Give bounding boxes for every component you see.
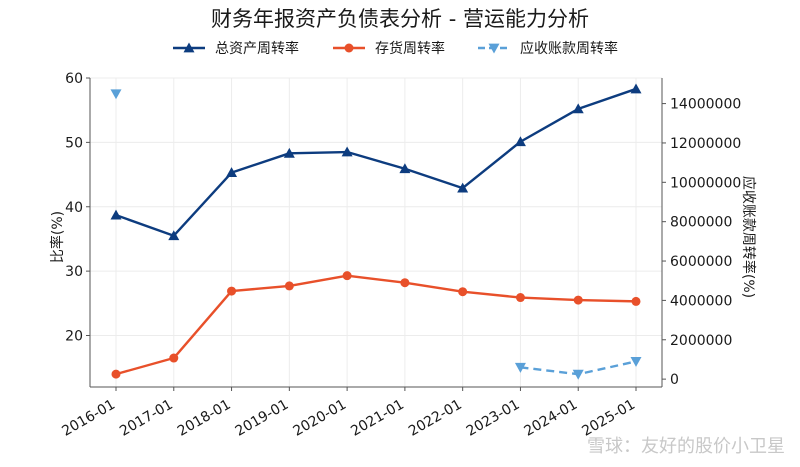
- x-tick-label: 2016-01: [59, 397, 118, 440]
- x-tick-label: 2024-01: [522, 397, 581, 440]
- y2-tick-label: 4000000: [670, 293, 732, 309]
- y2-tick-label: 8000000: [670, 215, 732, 231]
- data-point: [630, 357, 642, 367]
- data-point: [514, 362, 526, 373]
- y2-tick-label: 0: [670, 372, 679, 388]
- legend-label: 存货周转率: [375, 40, 445, 57]
- data-point: [342, 271, 352, 281]
- series-2: [110, 89, 642, 380]
- data-point: [573, 295, 583, 305]
- y-tick-label: 30: [65, 264, 83, 280]
- grid: [90, 77, 662, 387]
- data-point: [110, 89, 122, 100]
- data-point: [457, 182, 469, 193]
- legend-item-0: 总资产周转率: [173, 40, 299, 57]
- data-point: [572, 369, 584, 380]
- data-point: [111, 369, 121, 379]
- legend-marker: [488, 43, 500, 54]
- y-axis-left-label: 比率(%): [49, 211, 66, 263]
- data-point: [169, 353, 179, 363]
- y-axis-right-label: 应收账款周转率(%): [740, 176, 757, 298]
- y2-tick-label: 2000000: [670, 333, 732, 349]
- data-point: [227, 286, 237, 296]
- series-line: [115, 87, 637, 237]
- series-1: [111, 271, 641, 379]
- x-tick-label: 2017-01: [117, 397, 176, 440]
- chart-title: 财务年报资产负债表分析 - 营运能力分析: [211, 7, 589, 31]
- data-point: [168, 230, 180, 241]
- y-tick-label: 50: [65, 135, 83, 151]
- data-point: [399, 163, 411, 174]
- y-tick-label: 60: [65, 71, 83, 87]
- data-point: [283, 147, 295, 158]
- x-tick-label: 2018-01: [175, 397, 234, 440]
- legend-item-2: 应收账款周转率: [478, 40, 618, 57]
- axes: 20 30 40 50 60 0 2000000 4000000 6000000 8000000 1…: [59, 71, 741, 440]
- data-point: [284, 281, 294, 291]
- x-tick-label: 2021-01: [348, 397, 407, 440]
- plot-area: [110, 83, 642, 380]
- data-point: [514, 136, 526, 147]
- x-tick-label: 2019-01: [233, 397, 292, 440]
- y2-tick-label: 14000000: [670, 97, 741, 113]
- y2-tick-label: 6000000: [670, 254, 732, 270]
- legend-marker: [183, 42, 195, 53]
- x-tick-label: 2020-01: [290, 397, 349, 440]
- data-point: [458, 287, 468, 297]
- y-tick-label: 20: [65, 329, 83, 345]
- data-point: [341, 146, 353, 157]
- x-tick-label: 2022-01: [406, 397, 465, 440]
- legend-label: 应收账款周转率: [520, 40, 618, 57]
- y2-tick-label: 10000000: [670, 175, 741, 191]
- data-point: [110, 209, 122, 220]
- series-0: [110, 83, 642, 241]
- data-point: [630, 83, 642, 94]
- data-point: [515, 293, 525, 303]
- data-point: [400, 278, 410, 288]
- data-point: [631, 296, 641, 306]
- watermark: 雪球：友好的股价小卫星: [587, 436, 785, 457]
- legend-marker: [344, 43, 354, 53]
- legend-item-1: 存货周转率: [333, 40, 445, 57]
- y2-tick-label: 12000000: [670, 136, 741, 152]
- y-tick-label: 40: [65, 200, 83, 216]
- legend: 总资产周转率 存货周转率 应收账款周转率: [173, 40, 618, 57]
- data-point: [226, 167, 238, 178]
- series-line: [115, 274, 637, 376]
- legend-label: 总资产周转率: [215, 40, 299, 57]
- data-point: [572, 103, 584, 114]
- x-tick-label: 2023-01: [464, 397, 523, 440]
- x-tick-label: 2025-01: [579, 397, 638, 440]
